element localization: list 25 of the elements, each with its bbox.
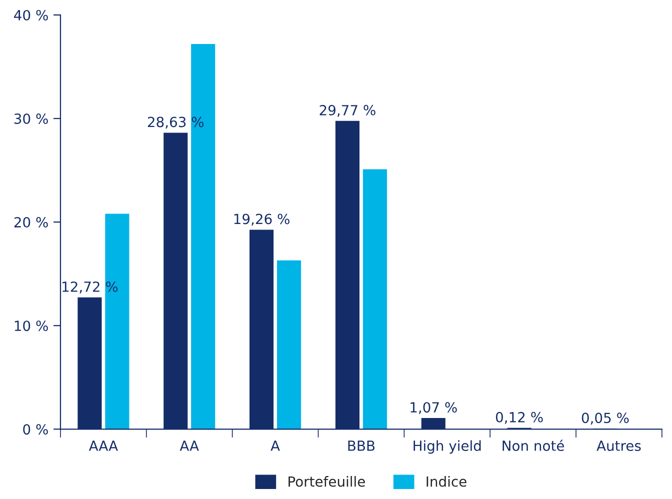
x-tick-label: Autres (596, 440, 641, 451)
legend-label: Indice (426, 476, 466, 487)
legend-label: Portefeuille (288, 476, 365, 487)
y-tick-label: 10 % (14, 320, 48, 332)
data-label: 29,77 % (320, 104, 376, 117)
y-tick-label: 0 % (23, 424, 48, 435)
x-tick-label: AA (180, 440, 199, 451)
x-tick-label: A (270, 440, 280, 451)
x-tick-label: Non noté (502, 440, 564, 451)
x-tick-label: BBB (348, 440, 375, 451)
bar (105, 214, 130, 430)
data-label: 28,63 % (148, 116, 204, 129)
data-label: 12,72 % (62, 281, 118, 294)
y-tick-label: 40 % (14, 10, 48, 20)
bar (362, 169, 387, 430)
y-tick-label: 30 % (14, 113, 48, 124)
data-label: 0,05 % (582, 412, 629, 425)
bar (191, 44, 216, 430)
bar (277, 260, 302, 430)
x-tick-label: AAA (88, 440, 118, 451)
data-label: 19,26 % (234, 214, 290, 226)
data-label: 1,07 % (410, 402, 457, 414)
y-tick-label: 20 % (14, 217, 48, 228)
x-tick-label: High yield (414, 440, 481, 454)
data-label: 0,12 % (496, 412, 543, 424)
